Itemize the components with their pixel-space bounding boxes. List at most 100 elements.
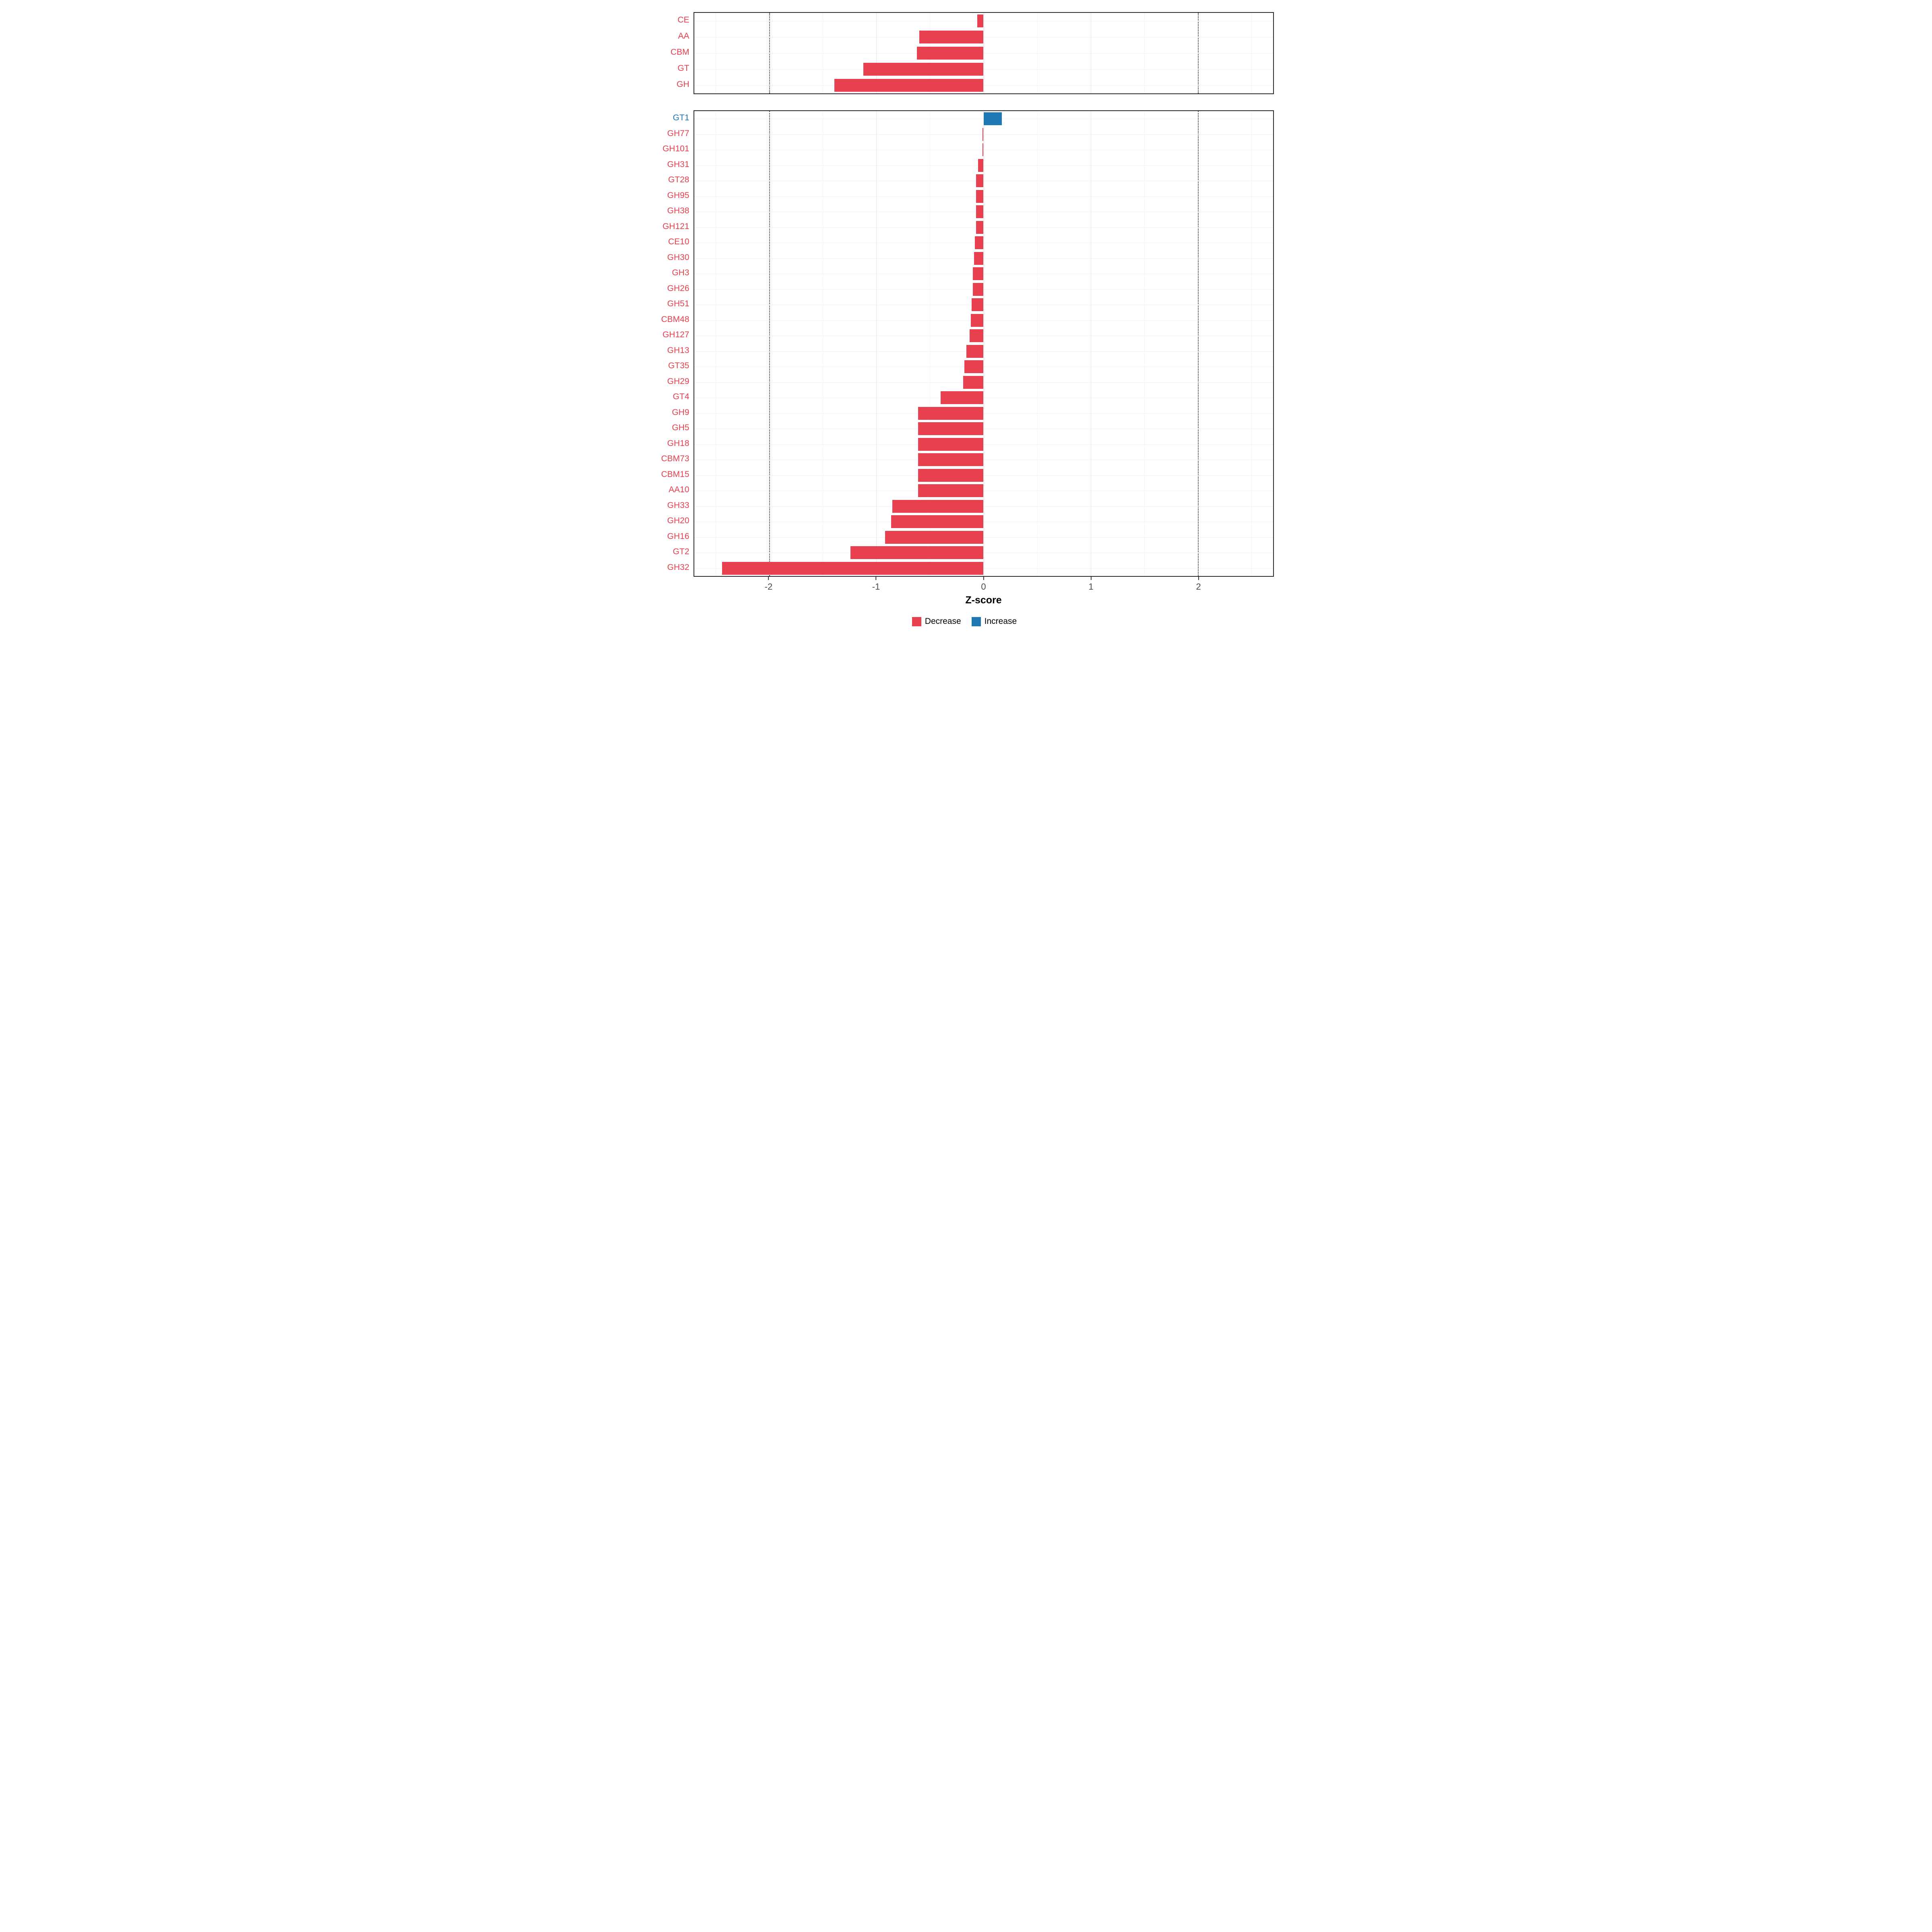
minor-gridline	[1144, 111, 1145, 576]
tick-label: -2	[764, 582, 773, 592]
bottom-panel-plot-area	[693, 110, 1274, 577]
bar-row	[694, 545, 1273, 561]
bar-GH33	[892, 500, 984, 513]
bar-row	[694, 158, 1273, 173]
y-axis-label: GT28	[668, 175, 689, 185]
y-axis-label: GH31	[667, 159, 689, 169]
tick-label: 0	[981, 582, 986, 592]
bar-GH121	[976, 221, 984, 234]
legend-item-decrease: Decrease	[912, 617, 961, 626]
x-axis-title: Z-score	[965, 594, 1002, 606]
bar-row	[694, 251, 1273, 266]
y-axis-label: GT4	[673, 392, 689, 402]
y-axis-label: GH20	[667, 516, 689, 526]
bar-GT1	[983, 112, 1002, 126]
bar-row	[694, 483, 1273, 499]
bar-GH18	[918, 438, 984, 451]
y-axis-label: GH121	[662, 221, 689, 231]
bar-GH13	[966, 345, 984, 358]
legend-label-decrease: Decrease	[925, 617, 961, 626]
y-axis-label: GH9	[672, 407, 689, 417]
y-axis-label: GH13	[667, 345, 689, 355]
y-axis-label: CE10	[668, 237, 689, 247]
y-axis-label: CBM73	[661, 454, 689, 464]
panel-gap	[655, 94, 1274, 110]
bar-GH31	[978, 159, 984, 172]
bar-GT2	[850, 546, 984, 559]
decrease-color-swatch	[912, 617, 921, 626]
bar-row	[694, 297, 1273, 313]
top-panel-bars	[694, 13, 1273, 93]
y-axis-label: GH	[677, 80, 689, 89]
legend-item-increase: Increase	[971, 617, 1017, 626]
bar-row	[694, 375, 1273, 390]
y-axis-label: CBM15	[661, 469, 689, 479]
tick-mark	[768, 577, 769, 580]
grid-lines	[694, 111, 1273, 576]
bar-row	[694, 282, 1273, 297]
bar-GH16	[885, 530, 984, 544]
minor-gridline	[1251, 111, 1252, 576]
bar-GH5	[918, 422, 984, 436]
bar-row	[694, 359, 1273, 375]
bar-CBM15	[918, 469, 984, 482]
increase-color-swatch	[971, 617, 981, 626]
bar-GH26	[972, 283, 984, 296]
bottom-panel-y-axis-labels: GT1 GH77 GH101 GH31 GT28 GH95 GH38 GH121 CE10 GH3…	[655, 110, 694, 577]
y-axis-label: CBM48	[661, 314, 689, 324]
bar-row	[694, 390, 1273, 406]
bar-GH32	[722, 561, 984, 575]
bar-row	[694, 313, 1273, 328]
bar-GH3	[972, 267, 984, 281]
y-axis-label: GT35	[668, 361, 689, 371]
tick-label: -1	[872, 582, 880, 592]
bar-CBM73	[918, 453, 984, 466]
bar-row	[694, 514, 1273, 530]
y-axis-label: GH16	[667, 531, 689, 541]
y-axis-label: CE	[677, 15, 689, 25]
y-axis-label: CBM	[670, 47, 689, 57]
y-axis-label: GH29	[667, 376, 689, 386]
bottom-panel-bars	[694, 111, 1273, 576]
bar-GH127	[969, 329, 984, 343]
bar-GH30	[974, 252, 984, 265]
x-axis-tick: 2	[1196, 577, 1201, 592]
legend-label-increase: Increase	[984, 617, 1017, 626]
bar-row	[694, 421, 1273, 437]
bar-row	[694, 111, 1273, 127]
tick-mark	[983, 577, 984, 580]
x-axis-tick: 0	[981, 577, 986, 592]
y-axis-label: GH51	[667, 299, 689, 309]
x-axis-tick: -1	[872, 577, 880, 592]
legend: Decrease Increase	[655, 617, 1274, 626]
tick-label: 1	[1088, 582, 1094, 592]
tick-mark	[1090, 577, 1092, 580]
x-axis: -2 -1 0 1 2	[694, 577, 1274, 594]
bar-AA10	[918, 484, 984, 497]
top-panel-y-axis-labels: CE AA CBM GT GH	[655, 12, 694, 94]
bar-row	[694, 530, 1273, 545]
dotted-reference-line	[1198, 111, 1199, 576]
bar-row	[694, 142, 1273, 158]
bar-row	[694, 452, 1273, 468]
y-axis-label: GH26	[667, 283, 689, 293]
bar-row	[694, 468, 1273, 483]
y-axis-label: AA	[678, 31, 689, 41]
y-axis-label: GT1	[673, 113, 689, 123]
bar-GH9	[918, 407, 984, 420]
bar-GH77	[982, 128, 984, 141]
bar-row	[694, 61, 1273, 77]
y-axis-label: GH95	[667, 190, 689, 200]
bar-row	[694, 204, 1273, 220]
bar-GH	[834, 78, 984, 92]
bar-GH51	[972, 298, 984, 312]
tick-label: 2	[1196, 582, 1201, 592]
bar-row	[694, 266, 1273, 282]
top-panel-class-level: CE AA CBM GT GH	[655, 12, 1274, 94]
bar-GH101	[982, 143, 984, 157]
bottom-panel-family-level: GT1 GH77 GH101 GH31 GT28 GH95 GH38 GH121 CE10 GH3…	[655, 110, 1274, 577]
bar-row	[694, 173, 1273, 189]
bar-CBM48	[970, 314, 984, 327]
bar-GH20	[891, 515, 984, 528]
bar-CBM	[917, 46, 984, 60]
